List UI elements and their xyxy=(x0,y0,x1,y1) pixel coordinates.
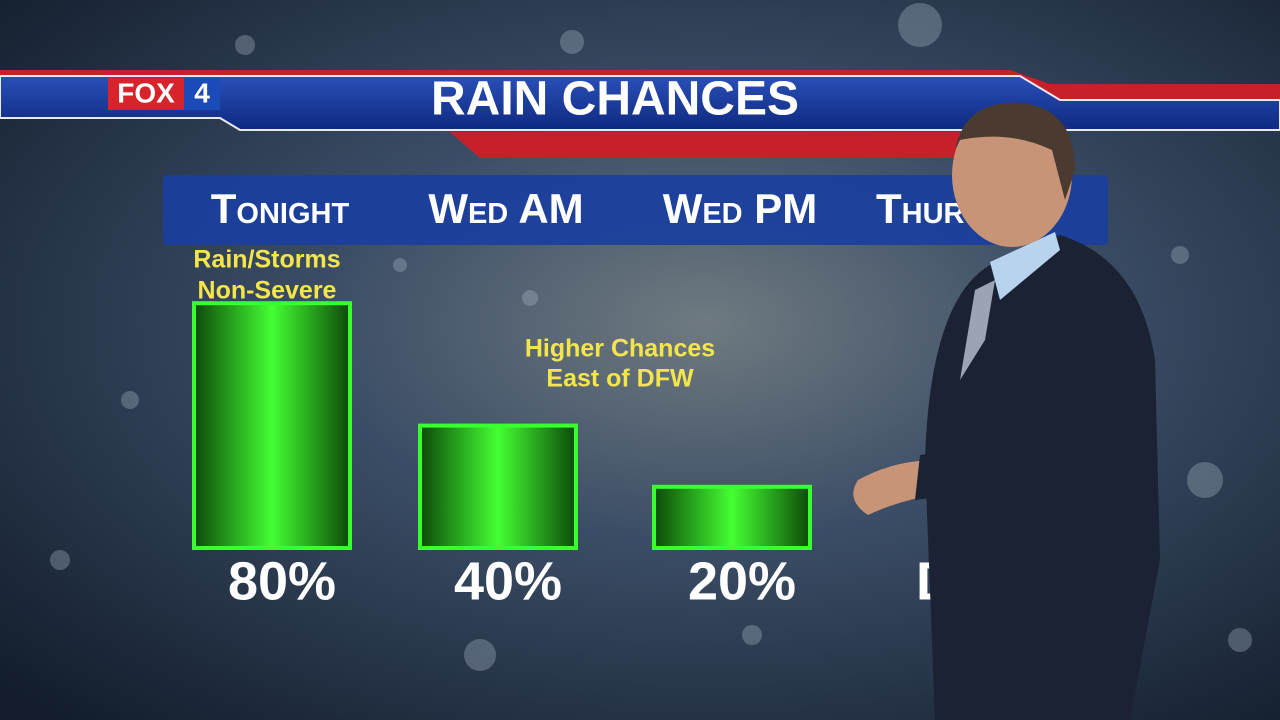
bar xyxy=(652,484,812,550)
category-label: Tonight xyxy=(211,185,350,232)
title-band xyxy=(0,75,1280,131)
annotation-line: Higher Chances xyxy=(525,335,715,363)
bar xyxy=(418,423,578,551)
annotation-line: Rain/Storms xyxy=(193,246,340,274)
value-label: 40% xyxy=(454,551,562,611)
bar xyxy=(192,301,352,551)
annotation-line: Non-Severe xyxy=(198,277,337,305)
value-label: 20% xyxy=(688,551,796,611)
annotation: Higher Chances East of DFW xyxy=(525,335,715,393)
logo-number: 4 xyxy=(194,77,210,108)
presenter xyxy=(853,102,1160,720)
annotation-line: East of DFW xyxy=(546,365,694,393)
annotation: Rain/Storms Non-Severe xyxy=(193,246,340,305)
category-label: Wed PM xyxy=(663,185,818,232)
category-band xyxy=(163,175,1108,245)
category-label: Thur xyxy=(876,185,965,232)
chart-title: RAIN CHANCES xyxy=(431,73,799,126)
logo-box xyxy=(108,78,184,110)
title-stripe-low xyxy=(450,132,960,158)
logo-brand: FOX xyxy=(117,77,175,108)
category-label: Wed AM xyxy=(428,185,583,232)
logo-number-box xyxy=(184,78,220,110)
value-label: 80% xyxy=(228,551,336,611)
raindrops xyxy=(50,3,1252,671)
